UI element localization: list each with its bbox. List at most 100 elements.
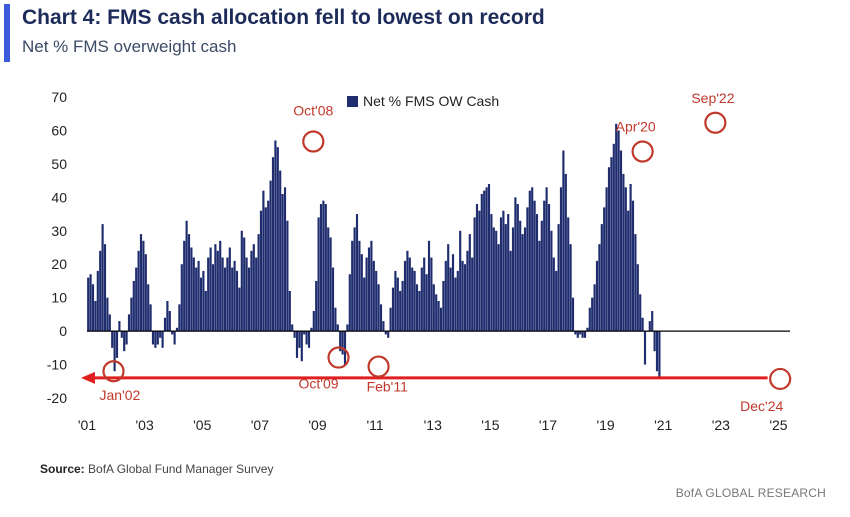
source-note: Source: BofA Global Fund Manager Survey	[40, 462, 273, 476]
bar	[293, 331, 296, 338]
bar	[490, 214, 493, 332]
annotation-circle	[102, 360, 125, 383]
bar	[351, 240, 354, 332]
bar	[425, 274, 428, 332]
bar	[274, 140, 277, 332]
x-tick-label: '11	[367, 417, 384, 433]
bar	[183, 240, 186, 332]
bar	[408, 257, 411, 332]
bar	[305, 331, 308, 345]
bar	[372, 260, 375, 332]
bar	[420, 267, 423, 332]
bar	[423, 257, 426, 332]
bar	[471, 257, 474, 332]
bar	[588, 307, 591, 332]
bar	[298, 331, 301, 348]
x-tick-label: '01	[78, 417, 96, 433]
bar	[454, 277, 457, 332]
bar	[655, 331, 659, 372]
bar	[240, 230, 243, 332]
bar	[523, 227, 527, 332]
y-tick-label: 20	[51, 256, 67, 272]
bar	[343, 331, 347, 365]
bar	[639, 294, 642, 332]
bar	[175, 327, 179, 332]
bar	[286, 220, 289, 332]
bar	[406, 250, 409, 332]
bar	[612, 143, 615, 332]
bar	[202, 270, 205, 332]
bar	[442, 280, 445, 332]
bar	[483, 190, 486, 332]
bar	[279, 170, 282, 332]
bar	[271, 157, 275, 332]
bar	[204, 290, 207, 332]
bar	[449, 267, 452, 332]
bar	[531, 187, 534, 332]
bar	[312, 311, 315, 332]
bar	[586, 327, 589, 332]
bar	[259, 210, 263, 332]
annotation-circle	[367, 355, 390, 378]
bar	[173, 331, 176, 345]
bar	[355, 214, 359, 332]
bar	[276, 147, 279, 332]
bar	[418, 290, 421, 332]
bar	[499, 217, 503, 332]
annotation-label: Oct'09	[299, 376, 339, 392]
y-tick-label: 40	[51, 189, 67, 205]
bar	[497, 244, 500, 332]
bar	[622, 173, 625, 332]
bar	[636, 264, 639, 332]
bar-series	[87, 123, 661, 378]
bar	[437, 301, 440, 332]
bar	[281, 193, 284, 332]
bar	[91, 284, 95, 332]
bar	[627, 210, 630, 332]
x-tick-label: '13	[424, 417, 442, 433]
bar	[252, 244, 255, 332]
bar	[149, 304, 152, 332]
bar	[559, 187, 563, 332]
bar	[598, 244, 601, 332]
bar	[487, 183, 491, 332]
bar	[245, 257, 248, 332]
bar	[103, 244, 107, 332]
source-label: Source:	[40, 462, 85, 476]
bar	[156, 331, 159, 345]
bar	[137, 250, 140, 332]
bar	[235, 270, 239, 332]
y-axis: 70 60 50 40 30 20 10 0 -10 -20	[47, 89, 67, 406]
bar	[171, 331, 174, 335]
bar	[264, 207, 267, 332]
bar	[108, 314, 111, 332]
bar	[569, 244, 572, 332]
bar	[391, 287, 395, 332]
bar	[456, 270, 459, 332]
bar	[519, 220, 522, 332]
bar	[166, 301, 169, 332]
bar	[267, 200, 270, 332]
bar	[209, 247, 212, 332]
bar	[339, 331, 342, 352]
bar	[564, 173, 567, 332]
bar	[322, 200, 325, 332]
bar	[317, 217, 320, 332]
bar	[478, 210, 481, 332]
bar	[303, 331, 306, 335]
x-tick-label: '15	[481, 417, 499, 433]
bar	[528, 190, 531, 332]
bar	[147, 284, 150, 332]
bar	[295, 331, 299, 358]
bar	[562, 150, 565, 332]
bar	[327, 227, 330, 332]
bar	[243, 237, 246, 332]
bar	[389, 307, 392, 332]
bar	[331, 267, 335, 332]
bar	[211, 264, 215, 332]
x-tick-label: '09	[308, 417, 326, 433]
bar	[538, 240, 541, 332]
bar	[641, 317, 644, 332]
bar	[591, 297, 594, 332]
bar	[387, 331, 390, 338]
